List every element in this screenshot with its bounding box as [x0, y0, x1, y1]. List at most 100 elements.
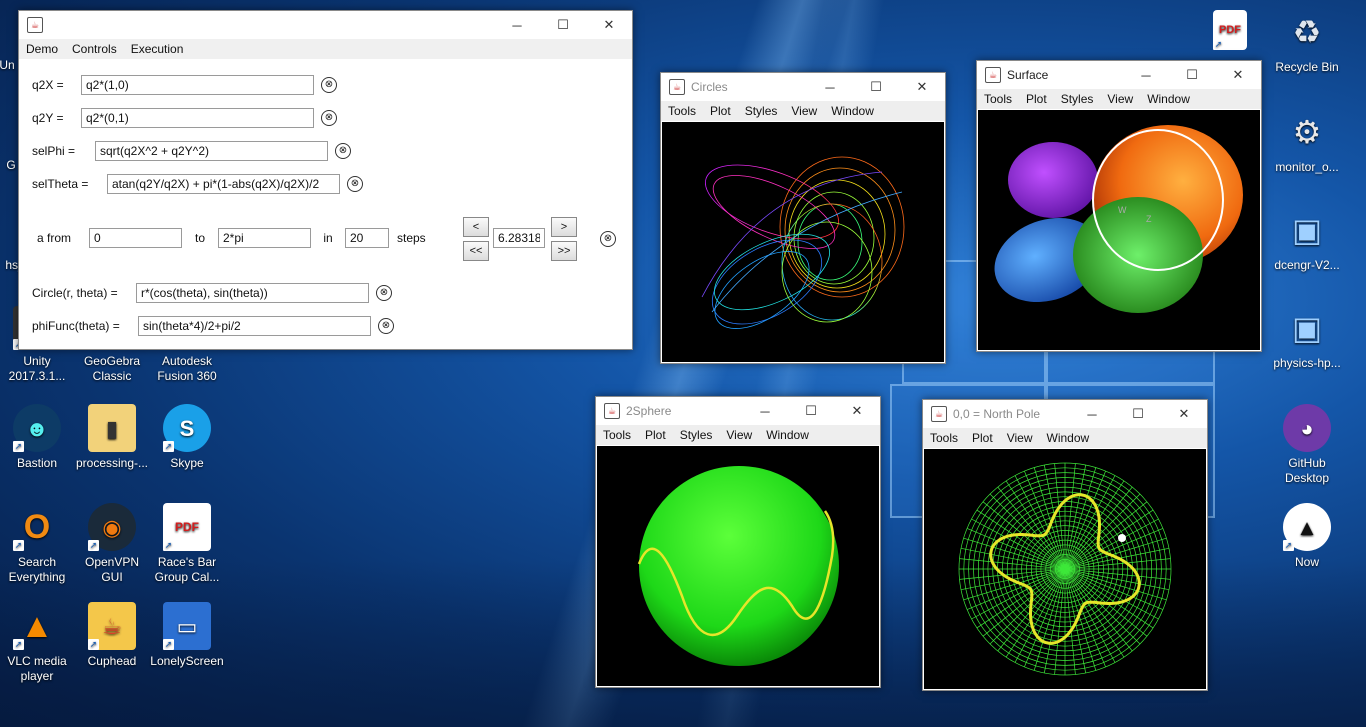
- polar-grid-spoke: [1064, 568, 1097, 671]
- desktop-icon-file[interactable]: PDF ➚: [1200, 10, 1260, 54]
- desktop-icon-processing[interactable]: ▮ processing-...: [75, 404, 149, 471]
- circle-field[interactable]: [136, 283, 369, 303]
- close-button[interactable]: ✕: [1232, 67, 1244, 82]
- menu-styles[interactable]: Styles: [744, 104, 778, 118]
- desktop-icon-github[interactable]: ◕ GitHub Desktop: [1270, 404, 1344, 486]
- clear-circle-icon[interactable]: ⊗: [376, 285, 392, 301]
- desktop-icon-vlc[interactable]: ▲ ➚ VLC media player: [0, 602, 74, 684]
- current-value-field[interactable]: [493, 228, 545, 248]
- desktop-icon-recycle-bin[interactable]: ♻ Recycle Bin: [1270, 8, 1344, 75]
- maximize-button[interactable]: ☐: [1186, 67, 1198, 82]
- desktop-icon-rdp-physics[interactable]: ▣ physics-hp...: [1270, 304, 1344, 371]
- menu-window[interactable]: Window: [831, 104, 874, 118]
- title-bar[interactable]: ☕ 0,0 = North Pole ─ ☐ ✕: [923, 400, 1207, 428]
- close-button[interactable]: ✕: [1178, 406, 1190, 421]
- axis-label-z: Z: [1146, 214, 1152, 224]
- menu-plot[interactable]: Plot: [710, 104, 731, 118]
- maximize-button[interactable]: ☐: [1132, 406, 1144, 421]
- clear-q2y-icon[interactable]: ⊗: [321, 110, 337, 126]
- menu-view[interactable]: View: [791, 104, 818, 118]
- title-bar[interactable]: ☕ Surface ─ ☐ ✕: [977, 61, 1261, 89]
- in-label: in: [323, 231, 333, 245]
- desktop-icon-monitor[interactable]: ⚙ monitor_o...: [1270, 108, 1344, 175]
- menu-tools[interactable]: Tools: [668, 104, 697, 118]
- to-field[interactable]: [218, 228, 311, 248]
- minimize-button[interactable]: ─: [1141, 67, 1151, 83]
- desktop-icon-everything[interactable]: O ➚ Search Everything: [0, 503, 74, 585]
- step-last-button[interactable]: >>: [551, 241, 577, 261]
- phifunc-field[interactable]: [138, 316, 371, 336]
- polar-grid-spoke: [1005, 480, 1066, 570]
- desktop-icon-label: OpenVPN GUI: [84, 555, 140, 584]
- polar-plot-canvas[interactable]: [924, 449, 1206, 689]
- polar-grid-spoke: [1064, 568, 1116, 663]
- desktop-icon-now[interactable]: ▲ ➚ Now: [1270, 503, 1344, 570]
- menu-window[interactable]: Window: [766, 428, 809, 442]
- maximize-button[interactable]: ☐: [870, 79, 882, 94]
- minimize-button[interactable]: ─: [512, 17, 522, 33]
- desktop-icon-label: Skype: [170, 456, 204, 470]
- q2x-field[interactable]: [81, 75, 314, 95]
- steps-field[interactable]: [345, 228, 389, 248]
- close-button[interactable]: ✕: [851, 403, 863, 418]
- menu-demo[interactable]: Demo: [26, 42, 59, 56]
- menu-view[interactable]: View: [726, 428, 753, 442]
- surface-plot-canvas[interactable]: W Z: [978, 110, 1260, 350]
- current-point-marker[interactable]: [1118, 534, 1126, 542]
- menu-tools[interactable]: Tools: [603, 428, 632, 442]
- pdf-file-icon: PDF ➚: [1213, 10, 1247, 50]
- menu-execution[interactable]: Execution: [130, 42, 184, 56]
- desktop-icon-partial[interactable]: G: [6, 158, 16, 172]
- polar-grid-spoke: [997, 486, 1066, 570]
- menu-view[interactable]: View: [1107, 92, 1134, 106]
- monitor-icon: ▭ ➚: [163, 602, 211, 650]
- desktop-icon-pdf[interactable]: PDF ➚ Race's Bar Group Cal...: [150, 503, 224, 585]
- title-bar[interactable]: ☕ ─ ☐ ✕: [19, 11, 632, 39]
- desktop-icon-rdp-dcengr[interactable]: ▣ dcengr-V2...: [1270, 206, 1344, 273]
- desktop-icon-bastion[interactable]: ☻ ➚ Bastion: [0, 404, 74, 471]
- circles-plot-canvas[interactable]: [662, 122, 944, 362]
- desktop-icon-label: monitor_o...: [1275, 160, 1339, 174]
- menu-plot[interactable]: Plot: [645, 428, 666, 442]
- menu-view[interactable]: View: [1006, 431, 1033, 445]
- menu-styles[interactable]: Styles: [679, 428, 713, 442]
- close-button[interactable]: ✕: [916, 79, 928, 94]
- polar-grid-spoke: [1064, 568, 1133, 652]
- clear-selphi-icon[interactable]: ⊗: [335, 143, 351, 159]
- step-first-button[interactable]: <<: [463, 241, 489, 261]
- menu-plot[interactable]: Plot: [1026, 92, 1047, 106]
- menu-styles[interactable]: Styles: [1060, 92, 1094, 106]
- menu-controls[interactable]: Controls: [72, 42, 117, 56]
- close-button[interactable]: ✕: [603, 17, 615, 32]
- clear-seltheta-icon[interactable]: ⊗: [347, 176, 363, 192]
- from-field[interactable]: [89, 228, 182, 248]
- maximize-button[interactable]: ☐: [805, 403, 817, 418]
- loop-row: a from to in steps: [37, 228, 426, 248]
- sphere-plot-canvas[interactable]: [597, 446, 879, 686]
- clear-phifunc-icon[interactable]: ⊗: [378, 318, 394, 334]
- seltheta-field[interactable]: [107, 174, 340, 194]
- selphi-field[interactable]: [95, 141, 328, 161]
- menu-tools[interactable]: Tools: [930, 431, 959, 445]
- menu-window[interactable]: Window: [1046, 431, 1090, 445]
- minimize-button[interactable]: ─: [760, 403, 770, 419]
- minimize-button[interactable]: ─: [1087, 406, 1097, 422]
- q2y-field[interactable]: [81, 108, 314, 128]
- desktop-icon-partial[interactable]: Un: [0, 58, 15, 72]
- maximize-button[interactable]: ☐: [557, 17, 569, 32]
- menu-plot[interactable]: Plot: [972, 431, 993, 445]
- desktop-icon-openvpn[interactable]: ◉ ➚ OpenVPN GUI: [75, 503, 149, 585]
- clear-q2x-icon[interactable]: ⊗: [321, 77, 337, 93]
- desktop-icon-cuphead[interactable]: ☕ ➚ Cuphead: [75, 602, 149, 669]
- pdf-file-icon: PDF ➚: [163, 503, 211, 551]
- minimize-button[interactable]: ─: [825, 79, 835, 95]
- menu-tools[interactable]: Tools: [984, 92, 1013, 106]
- desktop-icon-lonelyscreen[interactable]: ▭ ➚ LonelyScreen: [150, 602, 224, 669]
- step-prev-button[interactable]: <: [463, 217, 489, 237]
- clear-loop-icon[interactable]: ⊗: [600, 231, 616, 247]
- desktop-icon-skype[interactable]: S ➚ Skype: [150, 404, 224, 471]
- title-bar[interactable]: ☕ 2Sphere ─ ☐ ✕: [596, 397, 880, 425]
- menu-window[interactable]: Window: [1147, 92, 1190, 106]
- title-bar[interactable]: ☕ Circles ─ ☐ ✕: [661, 73, 945, 101]
- step-next-button[interactable]: >: [551, 217, 577, 237]
